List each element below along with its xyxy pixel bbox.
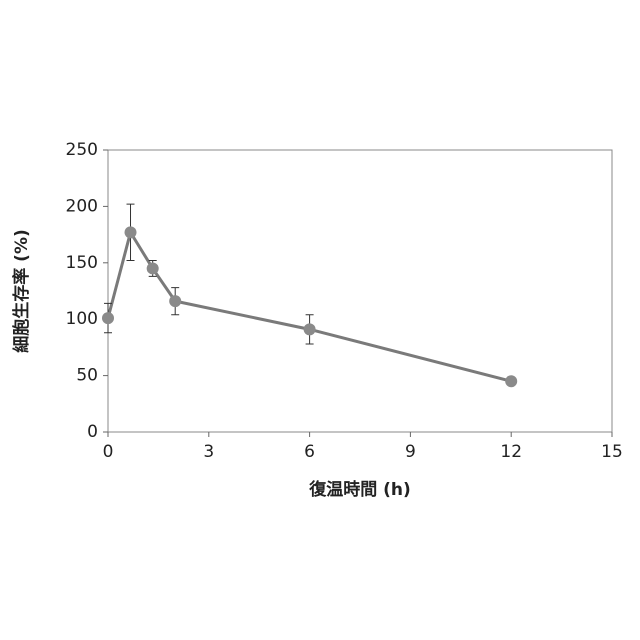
y-tick-label: 50 — [76, 366, 98, 386]
x-axis-title: 復温時間 (h) — [308, 479, 411, 500]
y-tick-label: 200 — [66, 196, 98, 216]
x-tick-label: 15 — [601, 442, 623, 462]
y-tick-label: 0 — [87, 422, 98, 442]
x-tick-label: 6 — [304, 442, 315, 462]
x-tick-label: 9 — [405, 442, 416, 462]
point — [102, 312, 114, 324]
y-tick-label: 100 — [66, 309, 98, 329]
y-tick-label: 250 — [66, 140, 98, 160]
x-tick-label: 12 — [500, 442, 522, 462]
x-tick-label: 3 — [203, 442, 214, 462]
plot-frame — [108, 150, 612, 432]
point — [304, 323, 316, 335]
point — [147, 262, 159, 274]
x-tick-label: 0 — [103, 442, 114, 462]
line — [108, 232, 511, 381]
point — [125, 226, 137, 238]
y-tick-label: 150 — [66, 253, 98, 273]
point — [505, 375, 517, 387]
y-axis-title: 細胞生存率 (%) — [11, 229, 32, 353]
point — [169, 295, 181, 307]
chart: 復温時間 (h) 細胞生存率 (%) 0 50 100 150 200 250 0 3 6 9 12… — [0, 0, 640, 640]
